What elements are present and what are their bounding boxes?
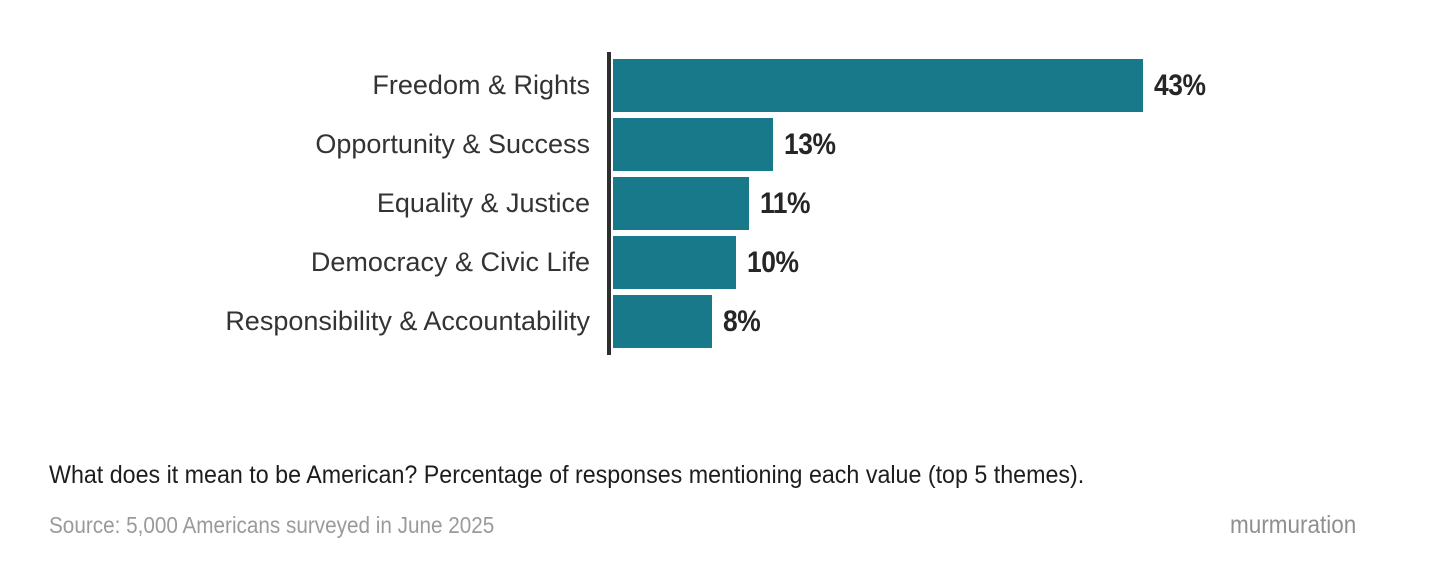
bar [613,59,1143,112]
bar-area: 13% [613,118,1456,171]
bar-area: 8% [613,295,1456,348]
value-label: 11% [759,186,811,220]
bar-row: Equality & Justice 11% [0,177,1456,230]
value-label: 8% [722,304,761,338]
chart-title: What does it mean to be American? Percen… [49,461,1085,489]
bar [613,236,737,289]
bar-row: Democracy & Civic Life 10% [0,236,1456,289]
bar-row: Freedom & Rights 43% [0,59,1456,112]
bar-row: Responsibility & Accountability 8% [0,295,1456,348]
source-note: Source: 5,000 Americans surveyed in June… [49,512,495,538]
value-label: 43% [1154,68,1206,102]
y-axis-line [607,52,611,355]
bar [613,177,749,230]
bar-chart: Freedom & Rights 43% Opportunity & Succe… [0,52,1456,355]
category-label: Equality & Justice [376,188,590,218]
bar-area: 11% [613,177,1456,230]
bar-rows: Freedom & Rights 43% Opportunity & Succe… [0,59,1456,354]
bar-area: 43% [613,59,1456,112]
category-label: Opportunity & Success [315,129,590,159]
bar-area: 10% [613,236,1456,289]
value-label: 10% [747,245,799,279]
bar [613,118,774,171]
value-label: 13% [784,127,836,161]
bar [613,295,712,348]
category-label: Democracy & Civic Life [310,247,590,277]
bar-row: Opportunity & Success 13% [0,118,1456,171]
category-label: Responsibility & Accountability [225,306,590,336]
brand-wordmark: murmuration [1229,511,1356,539]
category-label: Freedom & Rights [372,70,590,100]
